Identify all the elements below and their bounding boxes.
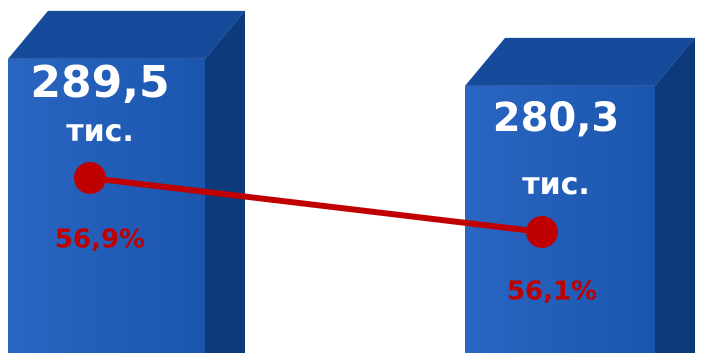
line-value-label: 56,1%: [507, 277, 597, 307]
bar-side: [205, 10, 245, 353]
line-point: [74, 162, 106, 194]
bar-value-label: 289,5 тис.: [30, 57, 169, 149]
bar-top: [8, 10, 245, 59]
line-point: [526, 216, 558, 248]
line: [89, 175, 543, 235]
bar-front: [8, 58, 205, 353]
bar: [8, 10, 245, 353]
bar-value-label: 280,3 тис.: [493, 95, 620, 202]
line-value-label: 56,9%: [55, 225, 145, 255]
bar: [465, 37, 695, 353]
bar-side: [655, 37, 695, 353]
bar-top: [465, 37, 695, 86]
bar-front: [465, 85, 655, 353]
